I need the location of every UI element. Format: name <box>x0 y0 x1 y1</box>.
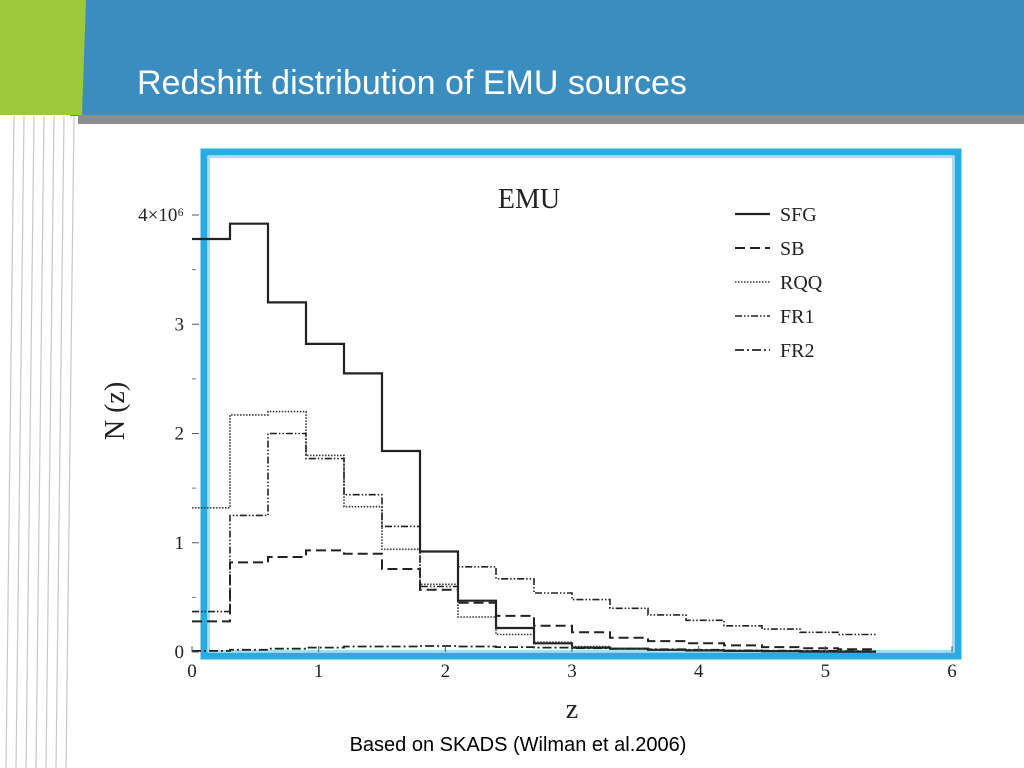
y-axis-label: N (z) <box>100 382 131 440</box>
series-line-fr2 <box>192 645 876 652</box>
legend: SFG SB RQQ FR1 FR2 <box>735 204 823 362</box>
x-axis-label: z <box>566 694 578 725</box>
x-tick-label: 4 <box>694 661 704 682</box>
slide-title: Redshift distribution of EMU sources <box>137 64 687 102</box>
ticks-layer: 0 1 2 3 4 5 6 0 1 2 3 4×10⁶ <box>138 205 957 682</box>
x-tick-label: 3 <box>567 661 577 682</box>
legend-label-fr2: FR2 <box>780 340 814 362</box>
legend-label-sb: SB <box>780 238 804 260</box>
series-layer <box>192 222 876 653</box>
y-tick-label: 1 <box>175 533 185 554</box>
y-tick-label: 0 <box>175 642 185 663</box>
legend-label-fr1: FR1 <box>780 306 814 328</box>
series-line-rqq <box>192 410 876 653</box>
x-tick-label: 0 <box>187 661 197 682</box>
x-tick-label: 5 <box>821 661 831 682</box>
legend-label-sfg: SFG <box>780 204 817 226</box>
y-tick-label: 3 <box>175 314 185 335</box>
series-line-fr1 <box>192 432 876 636</box>
x-tick-label: 6 <box>947 661 957 682</box>
x-tick-label: 1 <box>314 661 324 682</box>
chart-frame <box>200 148 962 660</box>
chart-title: EMU <box>498 184 560 215</box>
redshift-chart: 0 1 2 3 4 5 6 0 1 2 3 4×10⁶ EMU z N (z) SFG SB RQQ FR1… <box>100 184 957 725</box>
header-band <box>80 0 1024 116</box>
y-tick-label: 4×10⁶ <box>138 205 184 226</box>
x-tick-label: 2 <box>441 661 451 682</box>
legend-label-rqq: RQQ <box>780 272 823 294</box>
y-tick-label: 2 <box>175 424 185 445</box>
chart-frame-inner <box>208 156 954 652</box>
slide-footer: Based on SKADS (Wilman et al.2006) <box>349 734 687 756</box>
accent-green-tab <box>0 0 86 115</box>
decorative-stripes <box>5 115 75 768</box>
series-line-sb <box>192 549 876 651</box>
header-rule <box>78 115 1024 124</box>
